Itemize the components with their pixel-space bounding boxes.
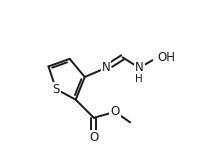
Text: O: O [89,131,99,144]
Text: O: O [110,105,120,118]
Text: H: H [135,73,143,83]
Text: S: S [52,83,60,96]
Text: N: N [101,61,110,74]
Text: OH: OH [157,51,175,64]
Text: N: N [135,61,144,74]
